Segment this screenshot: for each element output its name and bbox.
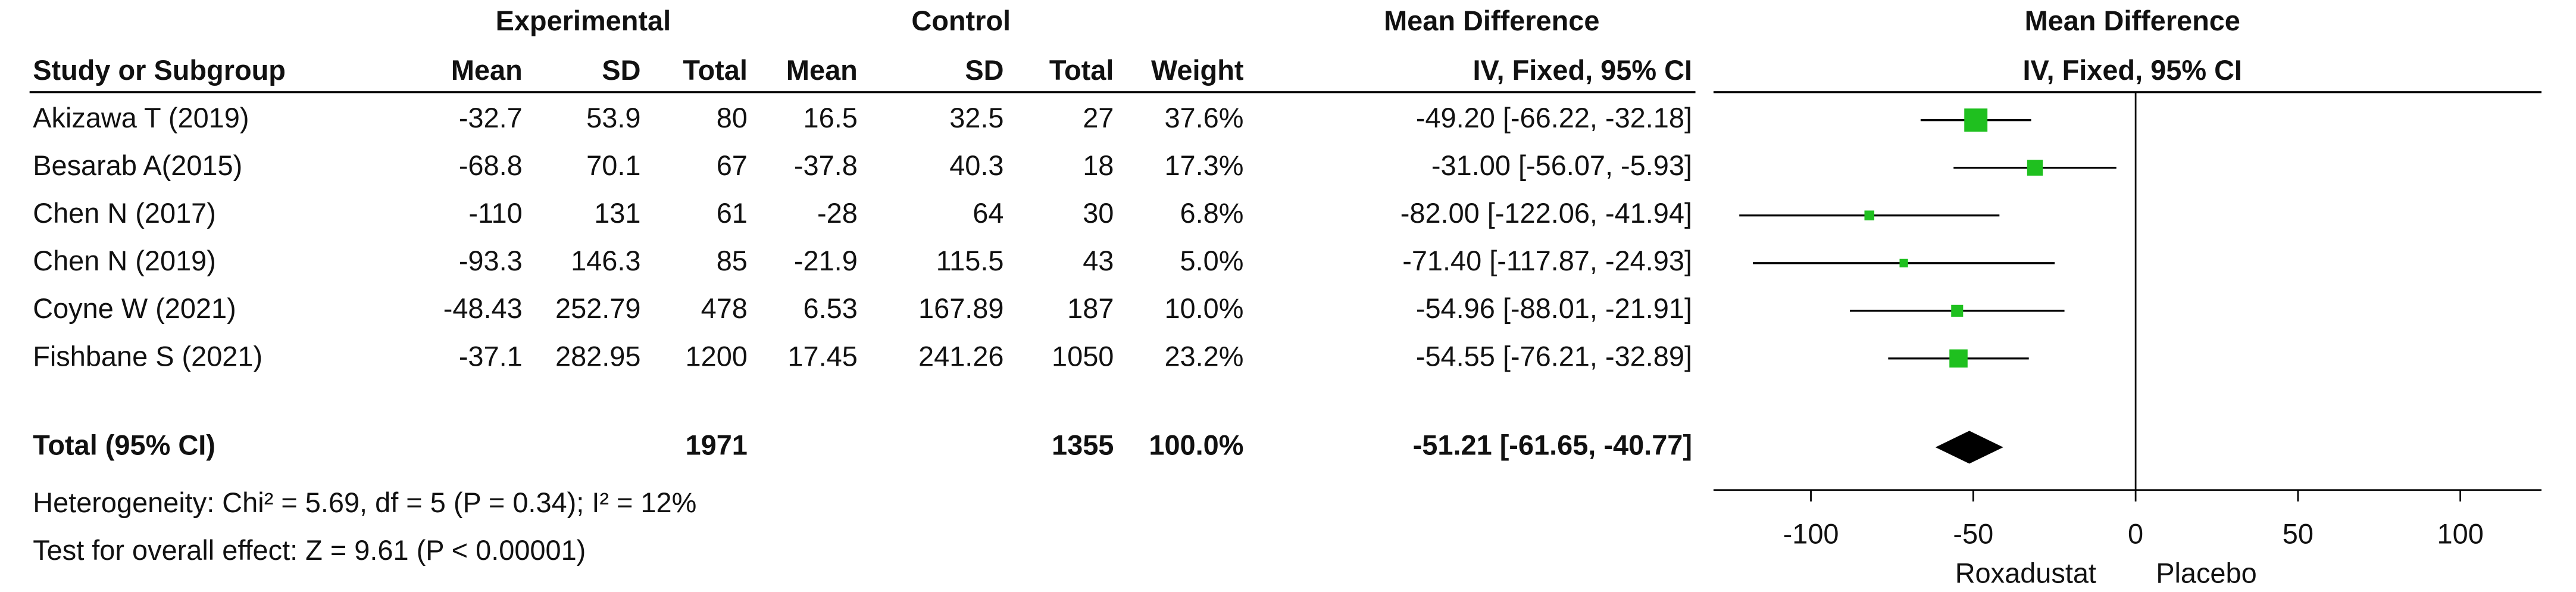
table-cell: 5.0% (1180, 245, 1244, 276)
plot-subheader: IV, Fixed, 95% CI (2023, 55, 2242, 86)
table-cell: -32.7 (459, 102, 523, 133)
x-tick-label: 100 (2437, 518, 2484, 549)
table-cell: 17.3% (1164, 150, 1243, 181)
table-cell: -48.43 (443, 293, 523, 324)
table-cell: 241.26 (918, 341, 1003, 372)
x-axis-label: Roxadustat (1955, 558, 2096, 589)
effect-square (1864, 210, 1875, 221)
table-cell: 53.9 (586, 102, 640, 133)
ci-label: -31.00 [-56.07, -5.93] (1431, 150, 1692, 181)
table-cell: 10.0% (1164, 293, 1243, 324)
table-cell: Fishbane S (2021) (33, 341, 262, 372)
table-cell: 27 (1083, 102, 1114, 133)
table-cell: Chen N (2019) (33, 245, 216, 276)
ci-label: -82.00 [-122.06, -41.94] (1400, 198, 1692, 229)
group-header: Control (911, 5, 1011, 36)
column-header: Mean (451, 55, 523, 86)
effect-header: Mean Difference (1384, 5, 1599, 36)
x-tick-label: -100 (1783, 518, 1839, 549)
table-cell: 252.79 (555, 293, 640, 324)
table-cell: 115.5 (936, 245, 1004, 276)
table-cell: -68.8 (459, 150, 523, 181)
x-tick-label: -50 (1953, 518, 1993, 549)
table-cell: 146.3 (571, 245, 640, 276)
column-header: Weight (1151, 55, 1244, 86)
table-cell: 1355 (1052, 429, 1114, 460)
table-cell: Total (95% CI) (33, 429, 215, 460)
table-cell: 64 (973, 198, 1003, 229)
ci-label: -54.96 [-88.01, -21.91] (1416, 293, 1692, 324)
table-cell: 70.1 (586, 150, 640, 181)
table-cell: -21.9 (794, 245, 858, 276)
effect-square (1899, 258, 1908, 267)
table-cell: -28 (817, 198, 858, 229)
table-cell: 187 (1067, 293, 1114, 324)
table-cell: -93.3 (459, 245, 523, 276)
footnote: Test for overall effect: Z = 9.61 (P < 0… (33, 535, 586, 566)
x-tick-label: 0 (2128, 518, 2143, 549)
table-cell: 100.0% (1149, 429, 1243, 460)
column-header: SD (602, 55, 640, 86)
table-cell: 30 (1083, 198, 1114, 229)
table-cell: 17.45 (787, 341, 857, 372)
table-cell: 61 (717, 198, 748, 229)
column-header: Total (683, 55, 748, 86)
total-diamond (1935, 431, 2003, 464)
table-cell: 18 (1083, 150, 1114, 181)
table-cell: Coyne W (2021) (33, 293, 236, 324)
table-cell: 131 (594, 198, 640, 229)
table-cell: 67 (717, 150, 748, 181)
x-axis-label: Placebo (2156, 558, 2257, 589)
table-cell: 37.6% (1164, 102, 1243, 133)
table-cell: 23.2% (1164, 341, 1243, 372)
table-cell: Akizawa T (2019) (33, 102, 249, 133)
table-cell: -37.1 (459, 341, 523, 372)
table-cell: 40.3 (949, 150, 1003, 181)
table-cell: 282.95 (555, 341, 640, 372)
table-cell: 85 (717, 245, 748, 276)
table-cell: Besarab A(2015) (33, 150, 242, 181)
column-header: SD (965, 55, 1003, 86)
effect-square (2027, 160, 2043, 176)
effect-square (1949, 349, 1968, 368)
footnote: Heterogeneity: Chi² = 5.69, df = 5 (P = … (33, 487, 696, 518)
table-cell: 6.8% (1180, 198, 1244, 229)
column-header: Mean (786, 55, 858, 86)
x-tick-label: 50 (2283, 518, 2314, 549)
ci-label: -54.55 [-76.21, -32.89] (1416, 341, 1692, 372)
table-cell: 1050 (1052, 341, 1114, 372)
plot-header: Mean Difference (2025, 5, 2240, 36)
table-cell: -37.8 (794, 150, 858, 181)
ci-label: -51.21 [-61.65, -40.77] (1413, 429, 1692, 460)
column-header: Study or Subgroup (33, 55, 286, 86)
table-cell: 32.5 (949, 102, 1003, 133)
ci-label: -49.20 [-66.22, -32.18] (1416, 102, 1692, 133)
effect-square (1964, 108, 1988, 132)
table-cell: -110 (468, 198, 522, 229)
effect-subheader: IV, Fixed, 95% CI (1473, 55, 1692, 86)
column-header: Total (1049, 55, 1114, 86)
effect-square (1951, 304, 1964, 317)
table-cell: 43 (1083, 245, 1114, 276)
table-cell: 6.53 (804, 293, 858, 324)
table-cell: 167.89 (918, 293, 1003, 324)
table-cell: 16.5 (804, 102, 858, 133)
table-cell: 1200 (686, 341, 748, 372)
ci-label: -71.40 [-117.87, -24.93] (1402, 245, 1692, 276)
table-cell: Chen N (2017) (33, 198, 216, 229)
table-cell: 478 (701, 293, 748, 324)
group-header: Experimental (496, 5, 671, 36)
table-cell: 80 (717, 102, 748, 133)
table-cell: 1971 (686, 429, 748, 460)
